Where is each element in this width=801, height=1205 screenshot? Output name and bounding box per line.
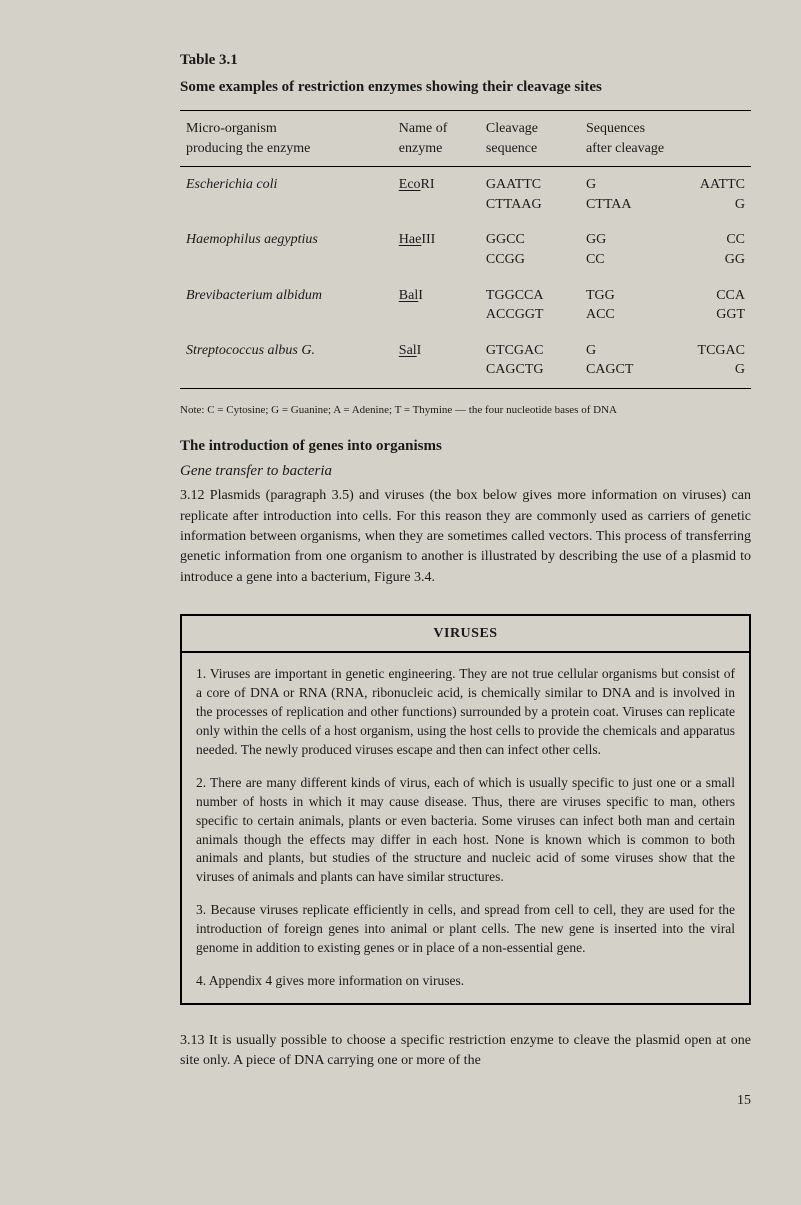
organism-cell: Brevibacterium albidum xyxy=(180,278,393,333)
page-number: 15 xyxy=(180,1091,751,1111)
header-cleavage: Cleavage sequence xyxy=(480,111,580,167)
enzyme-cell: BalI xyxy=(393,278,480,333)
cleavage-cell: GGCC CCGG xyxy=(480,222,580,277)
table-number: Table 3.1 xyxy=(180,50,751,71)
body-paragraph: 3.12 Plasmids (paragraph 3.5) and viruse… xyxy=(180,486,751,587)
enzyme-cell: SalI xyxy=(393,333,480,389)
after-col2: CC GG xyxy=(665,222,751,277)
table-row: Haemophilus aegyptius HaeIII GGCC CCGG G… xyxy=(180,222,751,277)
subsection-heading: Gene transfer to bacteria xyxy=(180,461,751,482)
header-sequences: Sequences after cleavage xyxy=(580,111,751,167)
after-col2: TCGAC G xyxy=(665,333,751,389)
cleavage-cell: TGGCCA ACCGGT xyxy=(480,278,580,333)
after-col1: GG CC xyxy=(580,222,666,277)
after-col1: G CAGCT xyxy=(580,333,666,389)
restriction-enzymes-table: Micro-organism producing the enzyme Name… xyxy=(180,110,751,389)
header-enzyme: Name of enzyme xyxy=(393,111,480,167)
enzyme-cell: EcoRI xyxy=(393,167,480,223)
viruses-para-2: 2. There are many different kinds of vir… xyxy=(196,774,735,887)
closing-paragraph: 3.13 It is usually possible to choose a … xyxy=(180,1031,751,1072)
after-col1: G CTTAA xyxy=(580,167,666,223)
organism-cell: Escherichia coli xyxy=(180,167,393,223)
enzyme-cell: HaeIII xyxy=(393,222,480,277)
table-note: Note: C = Cytosine; G = Guanine; A = Ade… xyxy=(180,403,751,418)
viruses-box: VIRUSES 1. Viruses are important in gene… xyxy=(180,614,751,1005)
after-col1: TGG ACC xyxy=(580,278,666,333)
organism-cell: Streptococcus albus G. xyxy=(180,333,393,389)
header-organism: Micro-organism producing the enzyme xyxy=(180,111,393,167)
after-col2: AATTC G xyxy=(665,167,751,223)
cleavage-cell: GAATTC CTTAAG xyxy=(480,167,580,223)
section-heading: The introduction of genes into organisms xyxy=(180,436,751,457)
viruses-para-4: 4. Appendix 4 gives more information on … xyxy=(196,972,735,991)
viruses-para-1: 1. Viruses are important in genetic engi… xyxy=(196,665,735,759)
table-row: Brevibacterium albidum BalI TGGCCA ACCGG… xyxy=(180,278,751,333)
table-header-row: Micro-organism producing the enzyme Name… xyxy=(180,111,751,167)
table-row: Escherichia coli EcoRI GAATTC CTTAAG G C… xyxy=(180,167,751,223)
table-row: Streptococcus albus G. SalI GTCGAC CAGCT… xyxy=(180,333,751,389)
viruses-para-3: 3. Because viruses replicate efficiently… xyxy=(196,901,735,958)
organism-cell: Haemophilus aegyptius xyxy=(180,222,393,277)
cleavage-cell: GTCGAC CAGCTG xyxy=(480,333,580,389)
after-col2: CCA GGT xyxy=(665,278,751,333)
viruses-header: VIRUSES xyxy=(182,616,749,654)
viruses-body: 1. Viruses are important in genetic engi… xyxy=(182,653,749,1002)
table-title: Some examples of restriction enzymes sho… xyxy=(180,77,751,98)
